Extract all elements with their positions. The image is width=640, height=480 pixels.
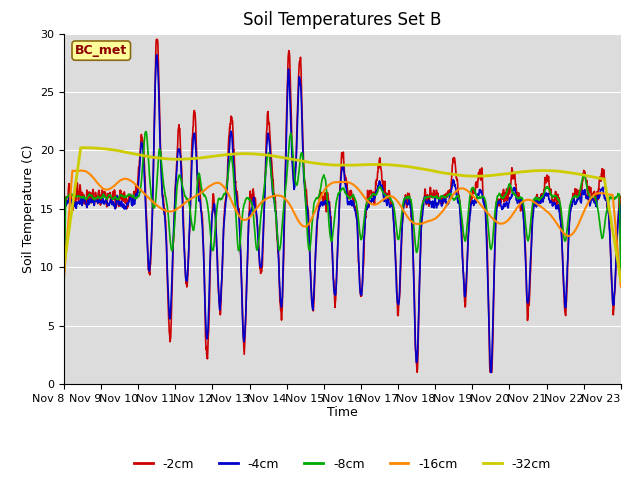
Text: BC_met: BC_met xyxy=(75,44,127,57)
Y-axis label: Soil Temperature (C): Soil Temperature (C) xyxy=(22,144,35,273)
Legend: -2cm, -4cm, -8cm, -16cm, -32cm: -2cm, -4cm, -8cm, -16cm, -32cm xyxy=(129,453,556,476)
X-axis label: Time: Time xyxy=(327,407,358,420)
Title: Soil Temperatures Set B: Soil Temperatures Set B xyxy=(243,11,442,29)
